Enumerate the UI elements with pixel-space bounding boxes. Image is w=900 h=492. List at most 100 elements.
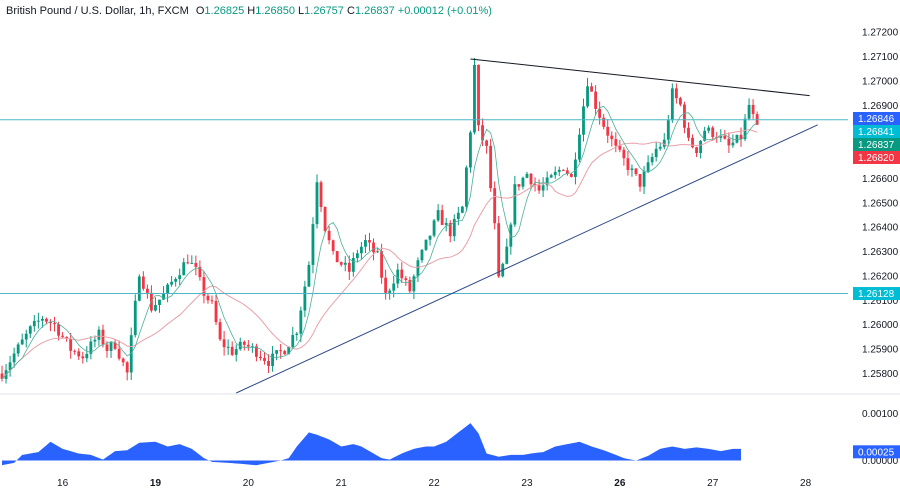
candle[interactable] bbox=[638, 173, 642, 192]
candle[interactable] bbox=[674, 83, 678, 104]
upper-trendline[interactable] bbox=[470, 58, 810, 97]
candle[interactable] bbox=[456, 206, 460, 226]
candle[interactable] bbox=[210, 295, 214, 304]
candle[interactable] bbox=[109, 341, 113, 358]
price-pane[interactable] bbox=[0, 57, 900, 395]
candle[interactable] bbox=[553, 166, 557, 179]
candle[interactable] bbox=[170, 275, 174, 287]
candle[interactable] bbox=[642, 166, 646, 194]
candle[interactable] bbox=[561, 169, 565, 172]
candle[interactable] bbox=[489, 138, 493, 192]
candle[interactable] bbox=[586, 77, 589, 109]
candle[interactable] bbox=[428, 235, 432, 246]
candle[interactable] bbox=[154, 297, 157, 312]
candle[interactable] bbox=[311, 217, 315, 274]
candle[interactable] bbox=[230, 341, 234, 357]
candle[interactable] bbox=[477, 64, 480, 132]
candle[interactable] bbox=[731, 134, 735, 148]
candle[interactable] bbox=[368, 232, 371, 251]
candle[interactable] bbox=[557, 166, 561, 177]
candle[interactable] bbox=[517, 183, 521, 191]
candle[interactable] bbox=[222, 330, 226, 356]
candle[interactable] bbox=[202, 270, 206, 304]
candle[interactable] bbox=[113, 339, 117, 351]
candle[interactable] bbox=[626, 151, 630, 176]
candle[interactable] bbox=[727, 132, 731, 154]
candle[interactable] bbox=[622, 146, 626, 166]
candle[interactable] bbox=[679, 96, 682, 107]
candle[interactable] bbox=[412, 274, 416, 300]
lower-trendline[interactable] bbox=[236, 124, 818, 394]
candle[interactable] bbox=[380, 243, 384, 284]
candle[interactable] bbox=[275, 349, 279, 361]
candle[interactable] bbox=[707, 125, 711, 134]
candle[interactable] bbox=[691, 134, 694, 149]
candle[interactable] bbox=[372, 238, 375, 261]
oscillator-pane[interactable] bbox=[2, 423, 741, 466]
candle[interactable] bbox=[618, 139, 622, 153]
candle[interactable] bbox=[646, 155, 650, 174]
candle[interactable] bbox=[396, 263, 400, 289]
candle[interactable] bbox=[28, 325, 32, 339]
candle[interactable] bbox=[751, 99, 755, 120]
candle[interactable] bbox=[610, 131, 614, 147]
candle[interactable] bbox=[355, 249, 359, 263]
candle[interactable] bbox=[343, 256, 347, 272]
candle[interactable] bbox=[420, 248, 424, 263]
candle[interactable] bbox=[525, 171, 529, 179]
candle[interactable] bbox=[565, 167, 569, 176]
candle[interactable] bbox=[36, 312, 40, 329]
candle[interactable] bbox=[250, 343, 254, 353]
candle[interactable] bbox=[578, 128, 581, 163]
candle[interactable] bbox=[654, 142, 658, 162]
candle[interactable] bbox=[0, 365, 4, 382]
candle[interactable] bbox=[303, 280, 307, 318]
candle[interactable] bbox=[93, 335, 97, 348]
candle[interactable] bbox=[408, 276, 412, 293]
candle[interactable] bbox=[388, 288, 392, 300]
candle[interactable] bbox=[505, 238, 509, 265]
candle[interactable] bbox=[574, 152, 577, 185]
candle[interactable] bbox=[485, 139, 489, 154]
candle[interactable] bbox=[283, 349, 287, 355]
candle[interactable] bbox=[319, 180, 323, 213]
candle[interactable] bbox=[182, 258, 186, 276]
candle[interactable] bbox=[481, 118, 484, 147]
candle[interactable] bbox=[206, 293, 210, 304]
candle[interactable] bbox=[65, 336, 69, 342]
candle[interactable] bbox=[549, 173, 553, 179]
candle[interactable] bbox=[630, 164, 634, 177]
candle[interactable] bbox=[105, 341, 109, 358]
candle[interactable] bbox=[541, 177, 545, 198]
candle[interactable] bbox=[331, 239, 335, 255]
candle[interactable] bbox=[606, 119, 610, 144]
candle[interactable] bbox=[190, 255, 194, 264]
candle[interactable] bbox=[89, 336, 93, 360]
candle[interactable] bbox=[263, 352, 266, 365]
candle[interactable] bbox=[335, 251, 339, 263]
candle[interactable] bbox=[49, 319, 52, 332]
candle[interactable] bbox=[590, 82, 593, 92]
candle[interactable] bbox=[117, 340, 121, 361]
candle[interactable] bbox=[392, 275, 396, 298]
candle[interactable] bbox=[137, 274, 141, 302]
candle[interactable] bbox=[162, 286, 165, 300]
candle[interactable] bbox=[287, 346, 291, 355]
candle[interactable] bbox=[473, 57, 476, 135]
candle[interactable] bbox=[384, 269, 388, 300]
candle[interactable] bbox=[20, 333, 24, 345]
candle[interactable] bbox=[226, 339, 230, 355]
candle[interactable] bbox=[166, 282, 169, 303]
candle[interactable] bbox=[464, 165, 468, 212]
candle[interactable] bbox=[73, 349, 77, 355]
candle[interactable] bbox=[469, 130, 472, 173]
candle[interactable] bbox=[40, 315, 44, 328]
candle[interactable] bbox=[327, 226, 331, 245]
candle[interactable] bbox=[198, 260, 202, 281]
candle[interactable] bbox=[238, 337, 242, 351]
candle[interactable] bbox=[242, 340, 246, 351]
candle[interactable] bbox=[444, 217, 448, 232]
candle[interactable] bbox=[299, 306, 303, 343]
candle[interactable] bbox=[271, 345, 274, 372]
candle[interactable] bbox=[351, 252, 355, 277]
